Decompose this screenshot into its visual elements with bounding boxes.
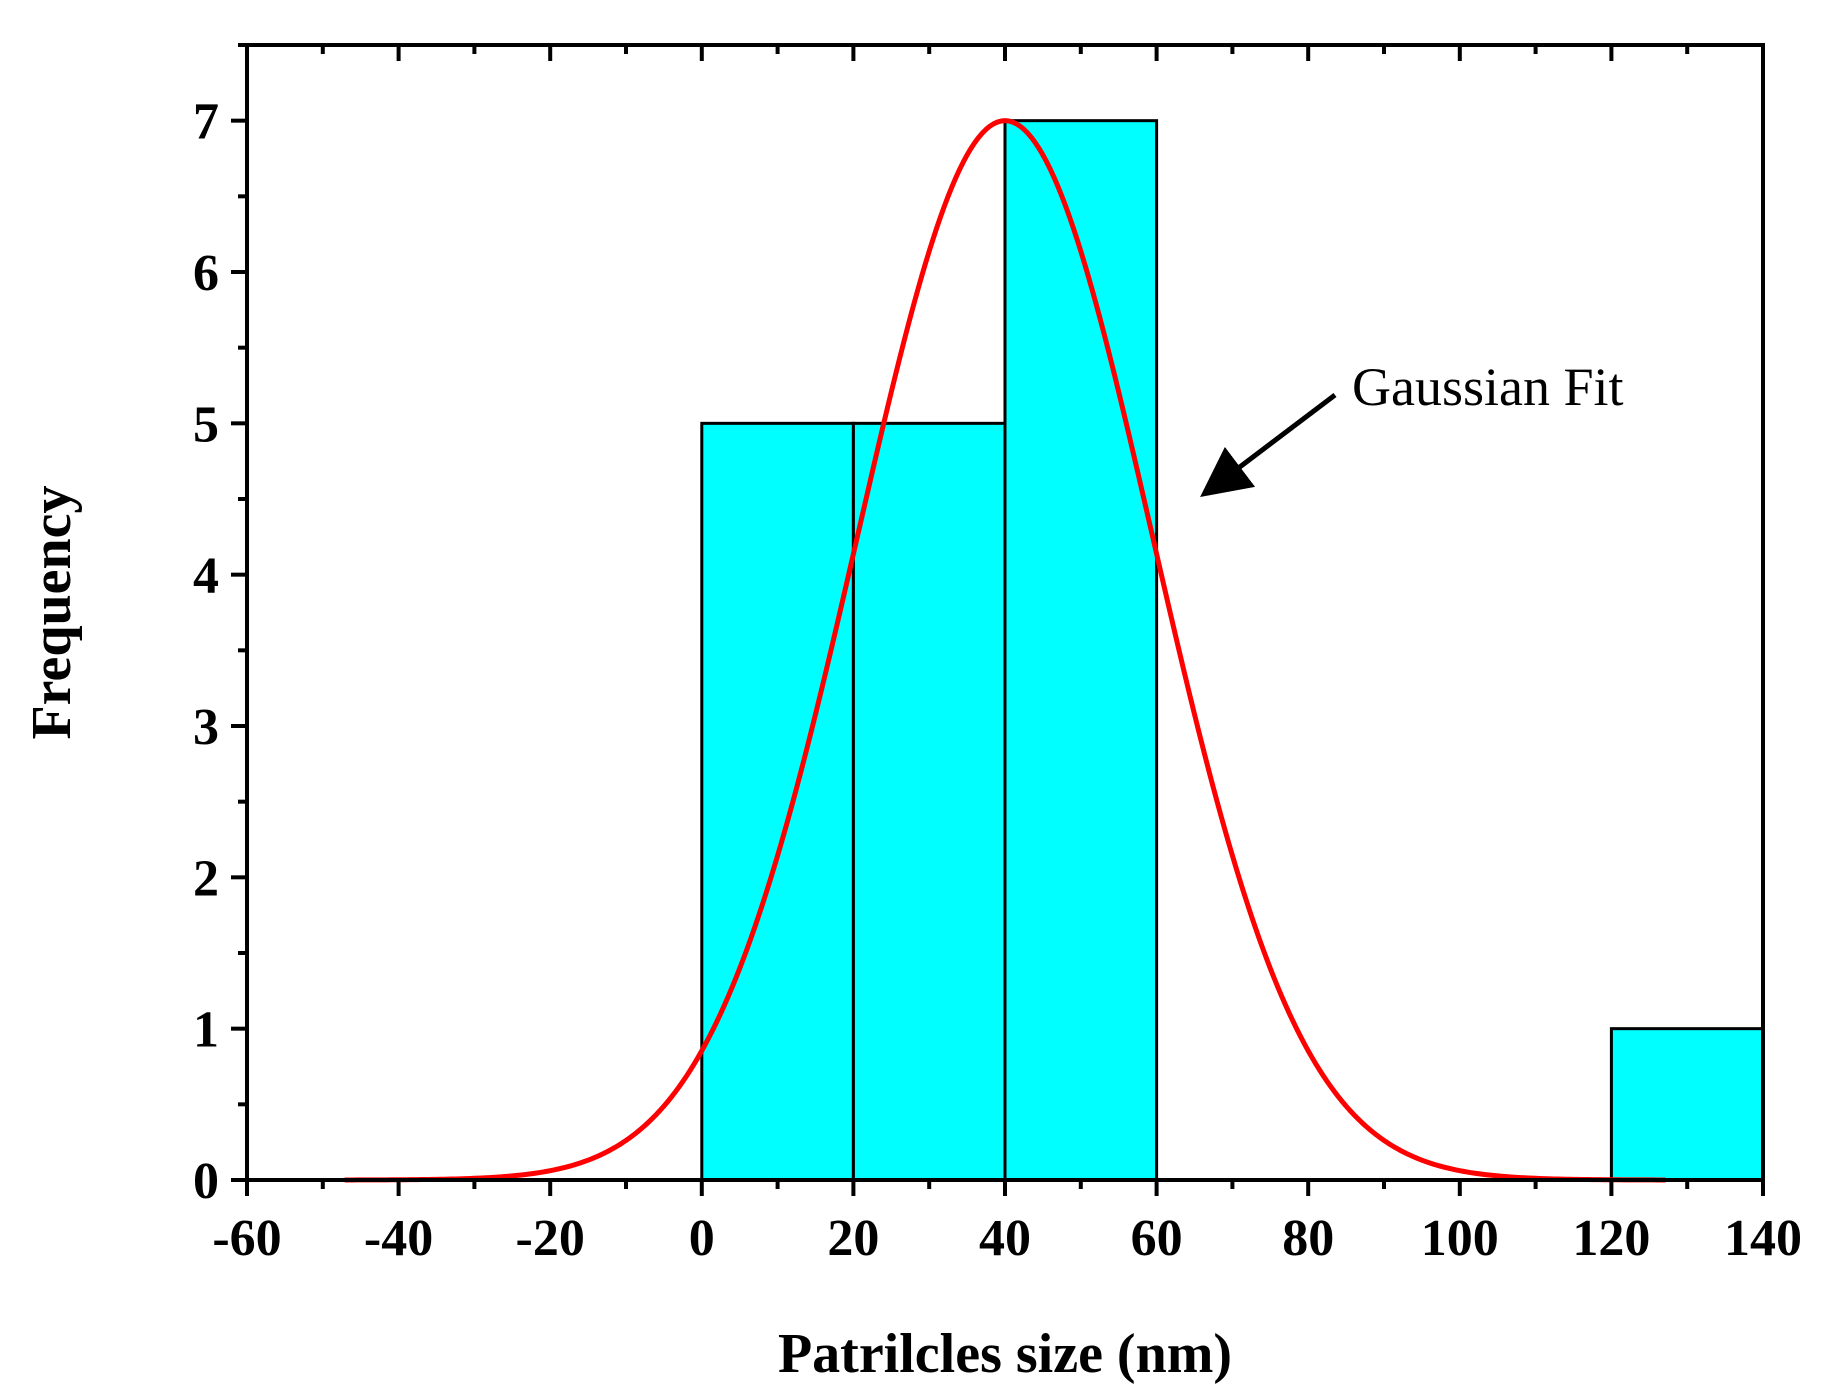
x-tick-label: 80 xyxy=(1282,1210,1334,1267)
histogram-bars xyxy=(700,119,1765,1182)
histogram-bar-120-140 xyxy=(1609,1027,1765,1182)
x-tick-label: 40 xyxy=(979,1210,1031,1267)
y-tick-label: 0 xyxy=(193,1153,219,1210)
gaussian-fit-annotation: Gaussian Fit xyxy=(1352,357,1624,417)
x-tick-label: 140 xyxy=(1724,1210,1802,1267)
x-tick-label: 100 xyxy=(1421,1210,1499,1267)
x-tick-label: 0 xyxy=(689,1210,715,1267)
y-tick-label: 6 xyxy=(193,245,219,302)
gaussian-fit-curve xyxy=(343,118,1667,1183)
x-tick-label: -40 xyxy=(364,1210,433,1267)
y-tick-label: 3 xyxy=(193,699,219,756)
x-tick-label: 60 xyxy=(1131,1210,1183,1267)
x-tick-labels: -60 -40 -20 0 20 40 60 80 100 120 140 xyxy=(212,1210,1802,1267)
y-tick-labels: 0 1 2 3 4 5 6 7 xyxy=(193,94,219,1210)
histogram-bar-0-20 xyxy=(700,421,855,1182)
fit-curve-layer xyxy=(343,118,1667,1183)
y-tick-label: 2 xyxy=(193,850,219,907)
x-tick-label: -60 xyxy=(212,1210,281,1267)
axis-ticks xyxy=(231,43,1765,1196)
x-axis-title: Patrilcles size (nm) xyxy=(778,1323,1232,1385)
y-tick-label: 5 xyxy=(193,396,219,453)
x-tick-label: -20 xyxy=(516,1210,585,1267)
y-tick-label: 4 xyxy=(193,548,219,605)
x-tick-label: 120 xyxy=(1572,1210,1650,1267)
x-tick-label: 20 xyxy=(827,1210,879,1267)
histogram-bar-20-40 xyxy=(851,421,1007,1182)
histogram-bar-40-60 xyxy=(1003,119,1159,1182)
annotation-arrow xyxy=(1200,393,1337,498)
y-tick-label: 1 xyxy=(193,1002,219,1059)
y-axis-title: Frequency xyxy=(21,485,83,739)
y-tick-label: 7 xyxy=(193,94,219,151)
